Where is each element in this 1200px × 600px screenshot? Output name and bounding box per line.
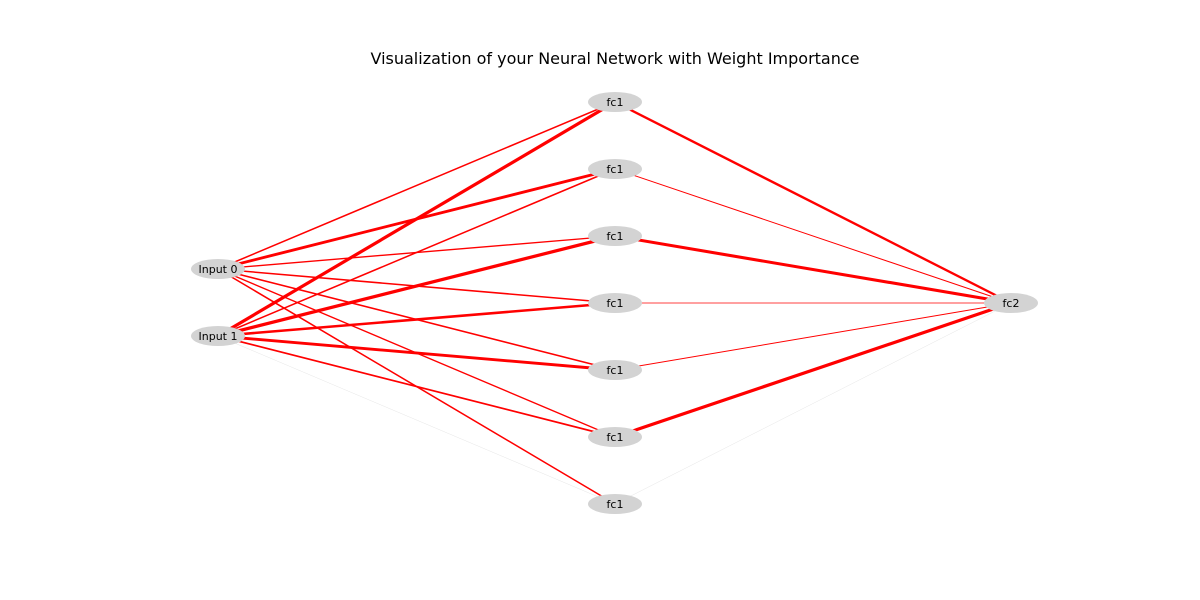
- node-h2: fc1: [588, 226, 642, 246]
- node-h4: fc1: [588, 360, 642, 380]
- node-shape: [984, 293, 1038, 313]
- nodes-layer: Input 0 Input 1 fc1 fc1 fc1 fc1 fc1 fc1 fc1 fc2: [191, 92, 1038, 514]
- node-shape: [588, 360, 642, 380]
- node-h1: fc1: [588, 159, 642, 179]
- node-h5: fc1: [588, 427, 642, 447]
- edge-h1-out: [614, 168, 1012, 304]
- node-shape: [191, 259, 245, 279]
- node-label: Input 0: [199, 263, 238, 276]
- edge-in1-h1: [217, 168, 616, 337]
- node-label: fc1: [607, 364, 624, 377]
- node-shape: [588, 159, 642, 179]
- edge-h6-out: [614, 302, 1012, 505]
- edge-in1-h6: [217, 335, 616, 505]
- edge-h4-out: [614, 302, 1012, 371]
- edges-layer: [216, 100, 1013, 505]
- edge-in1-h5: [217, 335, 616, 438]
- edge-in0-h0: [217, 101, 616, 270]
- edge-in1-h2: [216, 234, 617, 338]
- edge-in1-h3: [216, 301, 617, 338]
- node-shape: [191, 326, 245, 346]
- node-shape: [588, 427, 642, 447]
- node-out: fc2: [984, 293, 1038, 313]
- node-in0: Input 0: [191, 259, 245, 279]
- node-label: fc1: [607, 230, 624, 243]
- node-label: fc1: [607, 96, 624, 109]
- node-shape: [588, 92, 642, 112]
- node-label: fc1: [607, 498, 624, 511]
- node-h0: fc1: [588, 92, 642, 112]
- node-in1: Input 1: [191, 326, 245, 346]
- node-shape: [588, 494, 642, 514]
- node-label: Input 1: [199, 330, 238, 343]
- node-h6: fc1: [588, 494, 642, 514]
- node-shape: [588, 226, 642, 246]
- edge-h5-out: [613, 301, 1013, 439]
- diagram-title: Visualization of your Neural Network wit…: [370, 49, 859, 68]
- edge-in1-h0: [216, 100, 617, 338]
- node-h3: fc1: [588, 293, 642, 313]
- node-label: fc1: [607, 163, 624, 176]
- node-shape: [588, 293, 642, 313]
- edge-h0-out: [613, 100, 1013, 305]
- node-label: fc1: [607, 431, 624, 444]
- edge-h2-out: [613, 234, 1013, 305]
- edge-in1-h4: [216, 334, 617, 372]
- node-label: fc1: [607, 297, 624, 310]
- node-label: fc2: [1003, 297, 1020, 310]
